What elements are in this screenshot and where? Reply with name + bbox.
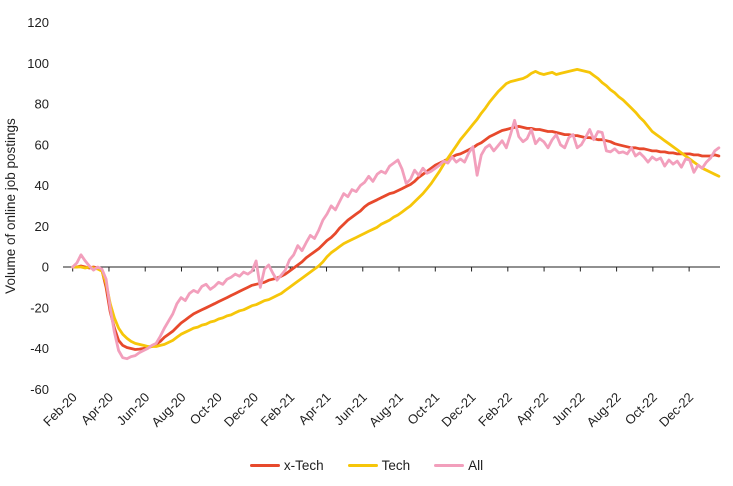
- x-tick-label: Oct-21: [404, 390, 442, 428]
- legend-item-x-tech: x-Tech: [249, 458, 324, 473]
- x-tick-label: Oct-22: [622, 390, 660, 428]
- legend-label-all: All: [468, 458, 484, 473]
- all-line-swatch: [434, 464, 465, 467]
- series-line-x-tech: [71, 125, 721, 351]
- x-tick-label: Apr-20: [78, 390, 116, 428]
- series-line-tech: [71, 68, 721, 348]
- x-tick-label: Aug-21: [366, 390, 406, 430]
- y-axis-title: Volume of online job postings: [3, 118, 18, 294]
- x-tick-label: Oct-20: [187, 390, 225, 428]
- legend-item-all: All: [434, 458, 483, 473]
- x-tick-label: Jun-22: [549, 390, 588, 429]
- x-tick-label: Apr-21: [295, 390, 333, 428]
- y-tick-label: 100: [27, 56, 49, 71]
- y-tick-label: -20: [30, 300, 49, 315]
- y-tick-label: -40: [30, 341, 49, 356]
- x-tick-label: Apr-22: [513, 390, 551, 428]
- legend: x-Tech Tech All: [0, 458, 733, 473]
- legend-label-x-tech: x-Tech: [283, 458, 324, 473]
- y-tick-label: 80: [35, 97, 49, 112]
- y-axis-tick-labels: 120 100 80 60 40 20 0 -20 -40 -60: [27, 15, 49, 397]
- legend-item-tech: Tech: [347, 458, 411, 473]
- y-tick-label: 60: [35, 137, 49, 152]
- y-tick-label: 120: [27, 15, 49, 30]
- x-tick-label: Feb-22: [475, 390, 515, 430]
- x-tick-label: Jun-21: [331, 390, 370, 429]
- x-tick-label: Aug-22: [583, 390, 623, 430]
- series-lines: [71, 68, 721, 361]
- series-line-all: [71, 118, 721, 361]
- tech-line-swatch: [347, 464, 378, 467]
- x-tick-label: Aug-20: [148, 390, 188, 430]
- x-tick-label: Dec-21: [438, 390, 478, 430]
- y-tick-label: 0: [42, 260, 49, 275]
- legend-label-tech: Tech: [381, 458, 411, 473]
- y-tick-label: 20: [35, 219, 49, 234]
- x-tech-line-swatch: [249, 464, 280, 467]
- y-tick-label: 40: [35, 178, 49, 193]
- x-tick-label: Dec-22: [656, 390, 696, 430]
- x-tick-label: Jun-20: [114, 390, 153, 429]
- y-tick-label: -60: [30, 382, 49, 397]
- x-tick-label: Dec-20: [221, 390, 261, 430]
- x-tick-label: Feb-21: [258, 390, 298, 430]
